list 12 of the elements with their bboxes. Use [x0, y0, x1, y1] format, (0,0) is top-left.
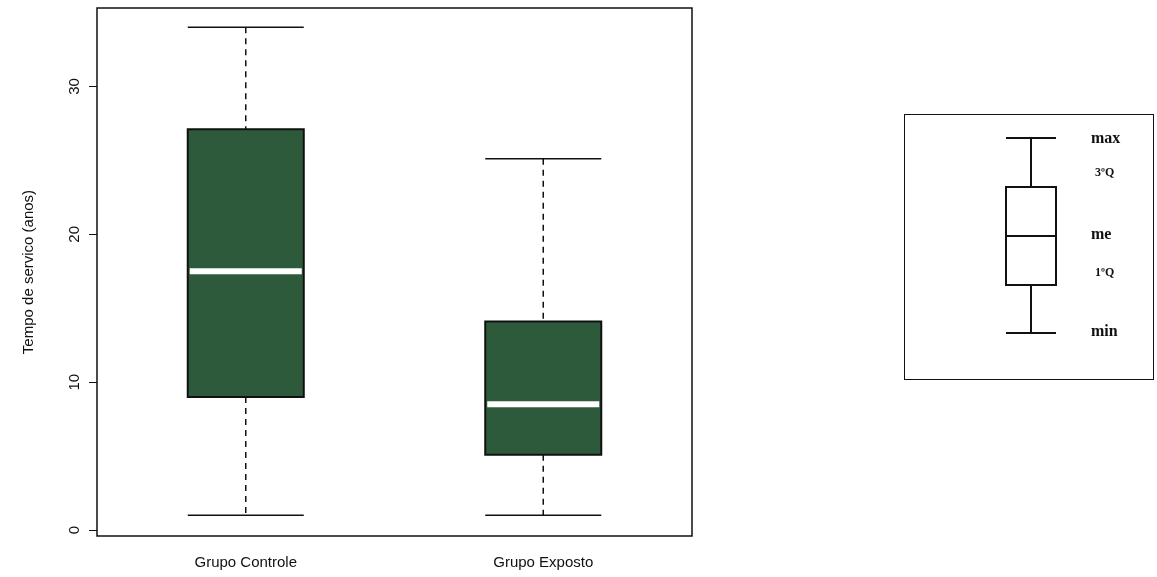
y-tick-label: 30 [65, 78, 82, 95]
text: 3ºQ [1095, 165, 1115, 180]
x-tick-label: Grupo Exposto [493, 553, 594, 570]
y-tick-label: 10 [65, 373, 82, 391]
y-axis-title: Tempo de servico (anos) [19, 189, 36, 355]
y-tick-label: 0 [65, 525, 82, 535]
text: min [1091, 322, 1118, 340]
text: 1ºQ [1095, 265, 1115, 280]
y-tick-label: 20 [65, 225, 82, 243]
text: me [1091, 225, 1112, 243]
text: max [1091, 129, 1121, 147]
x-tick-label: Grupo Controle [194, 553, 298, 570]
